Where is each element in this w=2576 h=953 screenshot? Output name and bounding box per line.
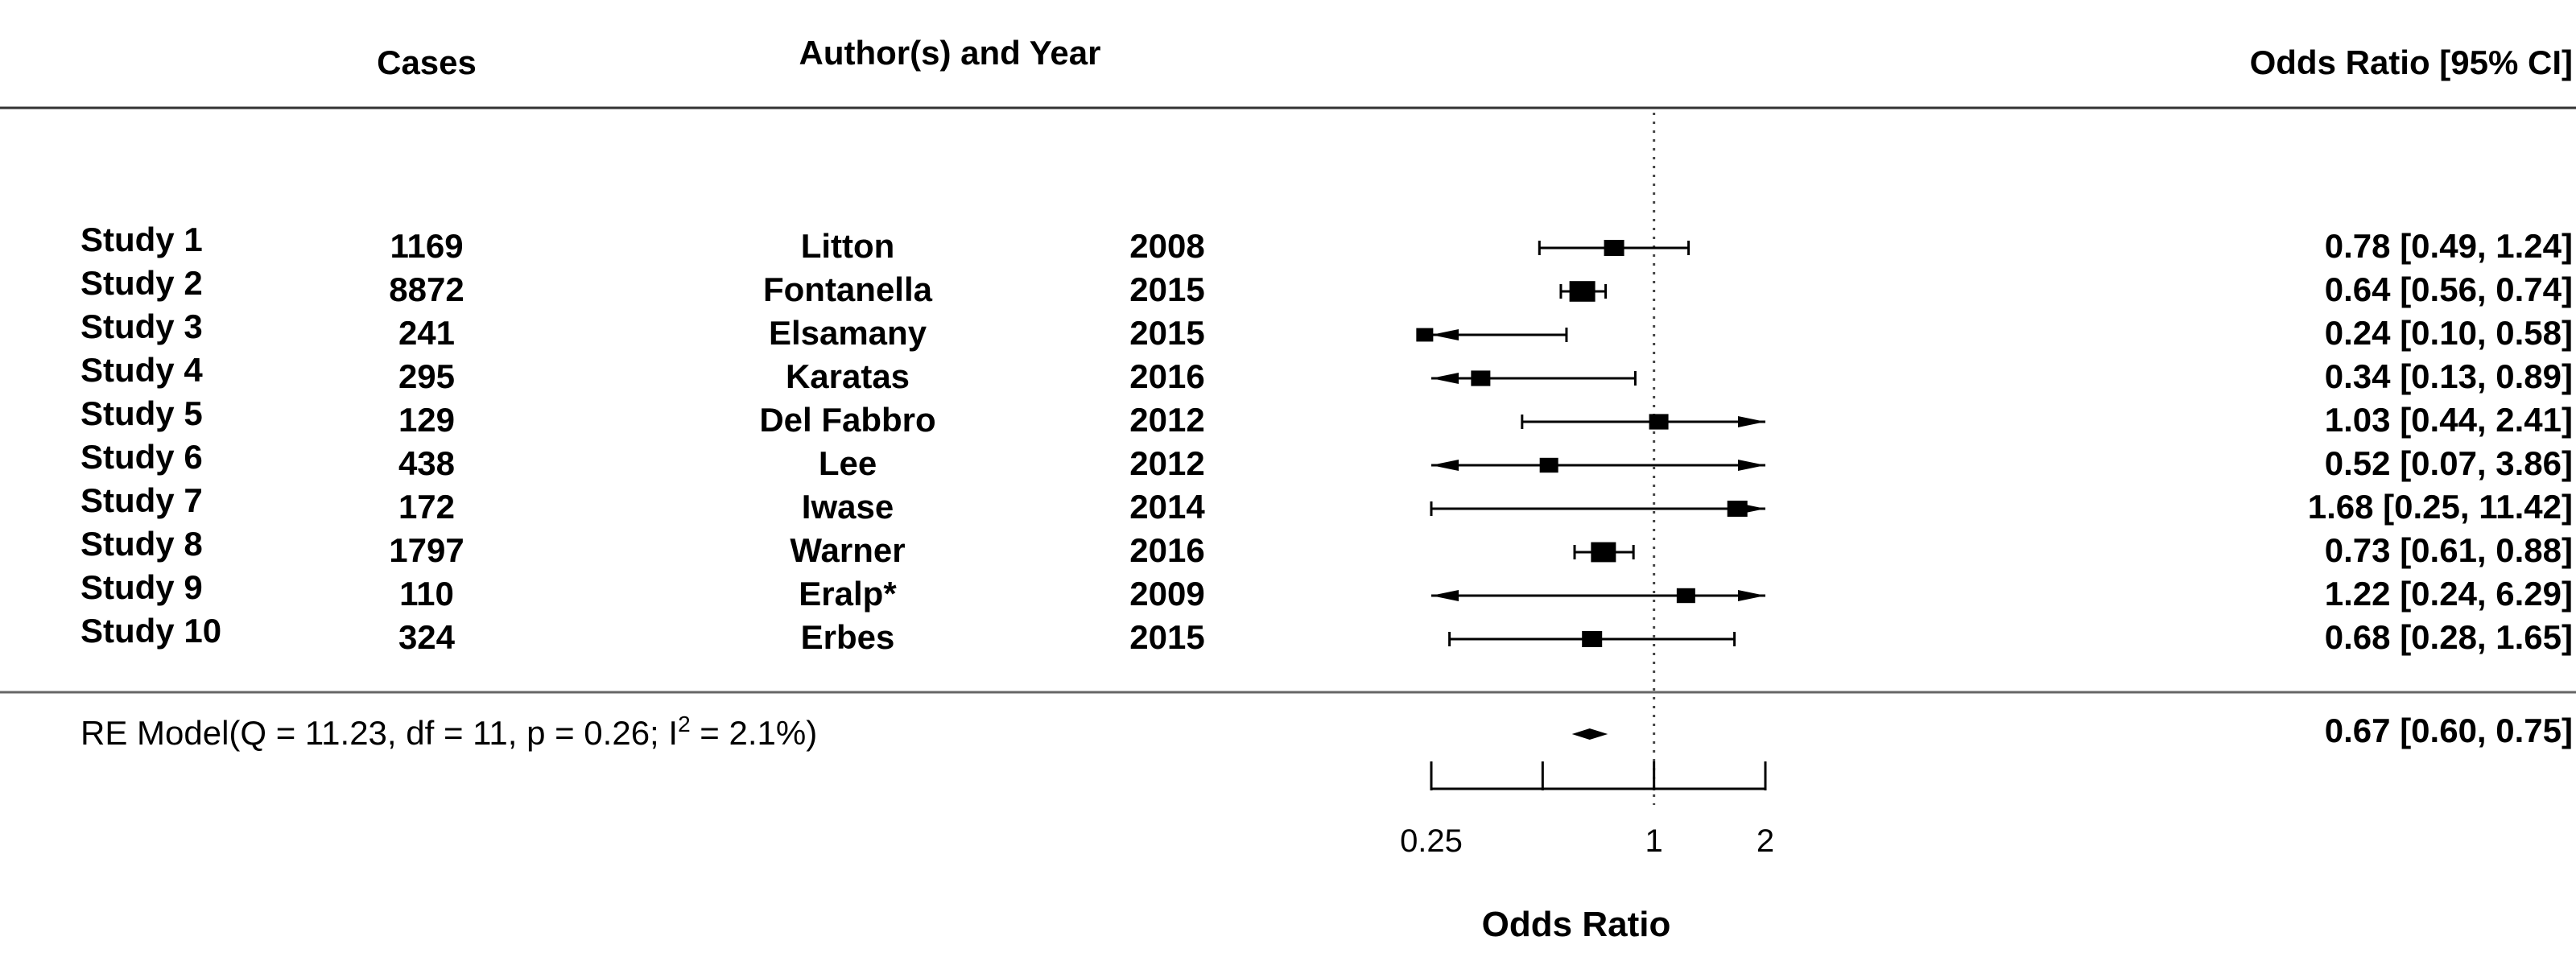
or-point bbox=[1582, 631, 1603, 647]
study-or-ci: 1.03 [0.44, 2.41] bbox=[2325, 401, 2573, 439]
or-point bbox=[1604, 240, 1624, 256]
study-cases: 8872 bbox=[389, 270, 464, 308]
or-point bbox=[1676, 588, 1695, 604]
study-year: 2015 bbox=[1129, 270, 1204, 308]
x-tick-label: 2 bbox=[1757, 823, 1774, 859]
study-cases: 129 bbox=[398, 401, 455, 439]
study-label: Study 9 bbox=[80, 568, 203, 606]
or-point bbox=[1471, 370, 1491, 386]
study-year: 2016 bbox=[1129, 531, 1204, 569]
study-row: Study 5 129 Del Fabbro 2012 1.03 [0.44, 2.41… bbox=[80, 394, 2573, 439]
study-row: Study 8 1797 Warner 2016 0.73 [0.61, 0.88] bbox=[80, 525, 2573, 569]
study-or-ci: 1.68 [0.25, 11.42] bbox=[2308, 488, 2573, 526]
study-year: 2016 bbox=[1129, 357, 1204, 395]
study-author: Fontanella bbox=[763, 270, 933, 308]
study-year: 2015 bbox=[1129, 314, 1204, 352]
study-author: Warner bbox=[790, 531, 905, 569]
study-cases: 172 bbox=[398, 488, 455, 526]
study-label: Study 4 bbox=[80, 351, 203, 389]
study-author: Iwase bbox=[802, 488, 894, 526]
model-label-prefix: RE Model(Q = 11.23, df = 11, p = 0.26; I bbox=[80, 714, 678, 752]
study-cases: 241 bbox=[398, 314, 455, 352]
model-or-ci: 0.67 [0.60, 0.75] bbox=[2325, 712, 2573, 749]
study-author: Karatas bbox=[786, 357, 910, 395]
x-axis-label: Odds Ratio bbox=[1482, 905, 1671, 944]
study-year: 2015 bbox=[1129, 618, 1204, 656]
x-tick-label: 1 bbox=[1645, 823, 1663, 859]
model-label: RE Model(Q = 11.23, df = 11, p = 0.26; I… bbox=[80, 712, 817, 752]
study-year: 2012 bbox=[1129, 401, 1204, 439]
or-point bbox=[1539, 457, 1558, 473]
study-or-ci: 0.68 [0.28, 1.65] bbox=[2325, 618, 2573, 656]
model-label-sup: 2 bbox=[678, 712, 691, 736]
ci-arrow-right bbox=[1738, 416, 1765, 427]
study-or-ci: 0.73 [0.61, 0.88] bbox=[2325, 531, 2573, 569]
study-row: Study 6 438 Lee 2012 0.52 [0.07, 3.86] bbox=[80, 438, 2573, 482]
study-label: Study 2 bbox=[80, 264, 203, 302]
study-row: Study 9 110 Eralp* 2009 1.22 [0.24, 6.29] bbox=[80, 568, 2573, 613]
or-point bbox=[1727, 501, 1748, 517]
study-row: Study 4 295 Karatas 2016 0.34 [0.13, 0.89] bbox=[80, 351, 2573, 395]
study-rows: Study 1 1169 Litton 2008 0.78 [0.49, 1.24]St… bbox=[80, 221, 2573, 656]
study-cases: 1797 bbox=[389, 531, 464, 569]
study-label: Study 7 bbox=[80, 481, 203, 519]
study-author: Litton bbox=[801, 227, 895, 265]
model-label-suffix: = 2.1%) bbox=[691, 714, 818, 752]
ci-arrow-right bbox=[1738, 460, 1765, 471]
or-point bbox=[1591, 542, 1616, 563]
study-row: Study 1 1169 Litton 2008 0.78 [0.49, 1.24] bbox=[80, 221, 2573, 265]
study-label: Study 6 bbox=[80, 438, 203, 476]
study-year: 2014 bbox=[1129, 488, 1205, 526]
study-author: Elsamany bbox=[769, 314, 927, 352]
or-point bbox=[1569, 281, 1596, 302]
study-cases: 295 bbox=[398, 357, 455, 395]
header-cases: Cases bbox=[377, 43, 477, 81]
forest-marks bbox=[1416, 113, 1765, 805]
study-author: Eralp* bbox=[799, 575, 897, 613]
study-year: 2008 bbox=[1129, 227, 1204, 265]
x-tick-label: 0.25 bbox=[1400, 823, 1463, 859]
study-row: Study 3 241 Elsamany 2015 0.24 [0.10, 0.58] bbox=[80, 307, 2573, 352]
study-author: Del Fabbro bbox=[759, 401, 935, 439]
header-author-year: Author(s) and Year bbox=[799, 34, 1101, 72]
ci-arrow-left bbox=[1431, 590, 1459, 601]
study-or-ci: 0.52 [0.07, 3.86] bbox=[2325, 444, 2573, 482]
ci-arrow-left bbox=[1431, 329, 1459, 340]
study-cases: 324 bbox=[398, 618, 456, 656]
header-or-ci: Odds Ratio [95% CI] bbox=[2250, 43, 2573, 81]
study-label: Study 10 bbox=[80, 612, 221, 650]
or-point bbox=[1416, 328, 1434, 342]
study-label: Study 1 bbox=[80, 221, 203, 258]
ci-arrow-right bbox=[1738, 590, 1765, 601]
study-or-ci: 0.34 [0.13, 0.89] bbox=[2325, 357, 2573, 395]
study-author: Erbes bbox=[801, 618, 895, 656]
study-or-ci: 0.64 [0.56, 0.74] bbox=[2325, 270, 2573, 308]
or-point bbox=[1649, 414, 1669, 430]
study-row: Study 7 172 Iwase 2014 1.68 [0.25, 11.42] bbox=[80, 481, 2573, 526]
study-or-ci: 1.22 [0.24, 6.29] bbox=[2325, 575, 2573, 613]
study-or-ci: 0.78 [0.49, 1.24] bbox=[2325, 227, 2573, 265]
study-label: Study 3 bbox=[80, 307, 203, 345]
study-label: Study 5 bbox=[80, 394, 203, 432]
study-row: Study 10 324 Erbes 2015 0.68 [0.28, 1.65] bbox=[80, 612, 2573, 656]
ci-arrow-left bbox=[1431, 373, 1459, 384]
study-author: Lee bbox=[819, 444, 877, 482]
study-or-ci: 0.24 [0.10, 0.58] bbox=[2325, 314, 2573, 352]
study-cases: 1169 bbox=[390, 227, 463, 265]
ci-arrow-left bbox=[1431, 460, 1459, 471]
study-row: Study 2 8872 Fontanella 2015 0.64 [0.56, 0.7… bbox=[80, 264, 2573, 308]
x-axis: 0.25 1 2 bbox=[1400, 761, 1774, 859]
study-cases: 438 bbox=[398, 444, 455, 482]
study-year: 2009 bbox=[1129, 575, 1204, 613]
study-cases: 110 bbox=[399, 575, 454, 613]
study-label: Study 8 bbox=[80, 525, 203, 563]
summary-diamond bbox=[1571, 728, 1608, 740]
study-year: 2012 bbox=[1129, 444, 1204, 482]
